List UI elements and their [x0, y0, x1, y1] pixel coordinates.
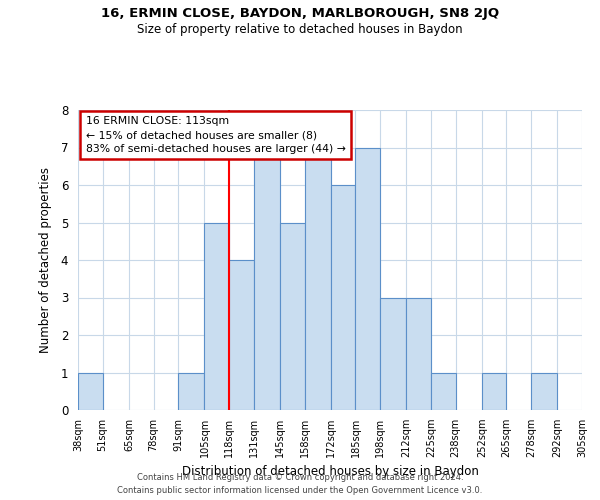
- Bar: [205, 222, 229, 410]
- Bar: [305, 148, 331, 410]
- Bar: [254, 148, 280, 410]
- Bar: [406, 298, 431, 410]
- Bar: [355, 148, 380, 410]
- Bar: [431, 372, 455, 410]
- Bar: [78, 372, 103, 410]
- Text: Size of property relative to detached houses in Baydon: Size of property relative to detached ho…: [137, 22, 463, 36]
- Bar: [178, 372, 205, 410]
- Bar: [331, 185, 355, 410]
- Text: Contains HM Land Registry data © Crown copyright and database right 2024.
Contai: Contains HM Land Registry data © Crown c…: [118, 474, 482, 495]
- Bar: [229, 260, 254, 410]
- Bar: [280, 222, 305, 410]
- Text: 16 ERMIN CLOSE: 113sqm
← 15% of detached houses are smaller (8)
83% of semi-deta: 16 ERMIN CLOSE: 113sqm ← 15% of detached…: [86, 116, 346, 154]
- Bar: [482, 372, 506, 410]
- X-axis label: Distribution of detached houses by size in Baydon: Distribution of detached houses by size …: [182, 466, 478, 478]
- Y-axis label: Number of detached properties: Number of detached properties: [40, 167, 52, 353]
- Bar: [531, 372, 557, 410]
- Text: 16, ERMIN CLOSE, BAYDON, MARLBOROUGH, SN8 2JQ: 16, ERMIN CLOSE, BAYDON, MARLBOROUGH, SN…: [101, 8, 499, 20]
- Bar: [380, 298, 406, 410]
